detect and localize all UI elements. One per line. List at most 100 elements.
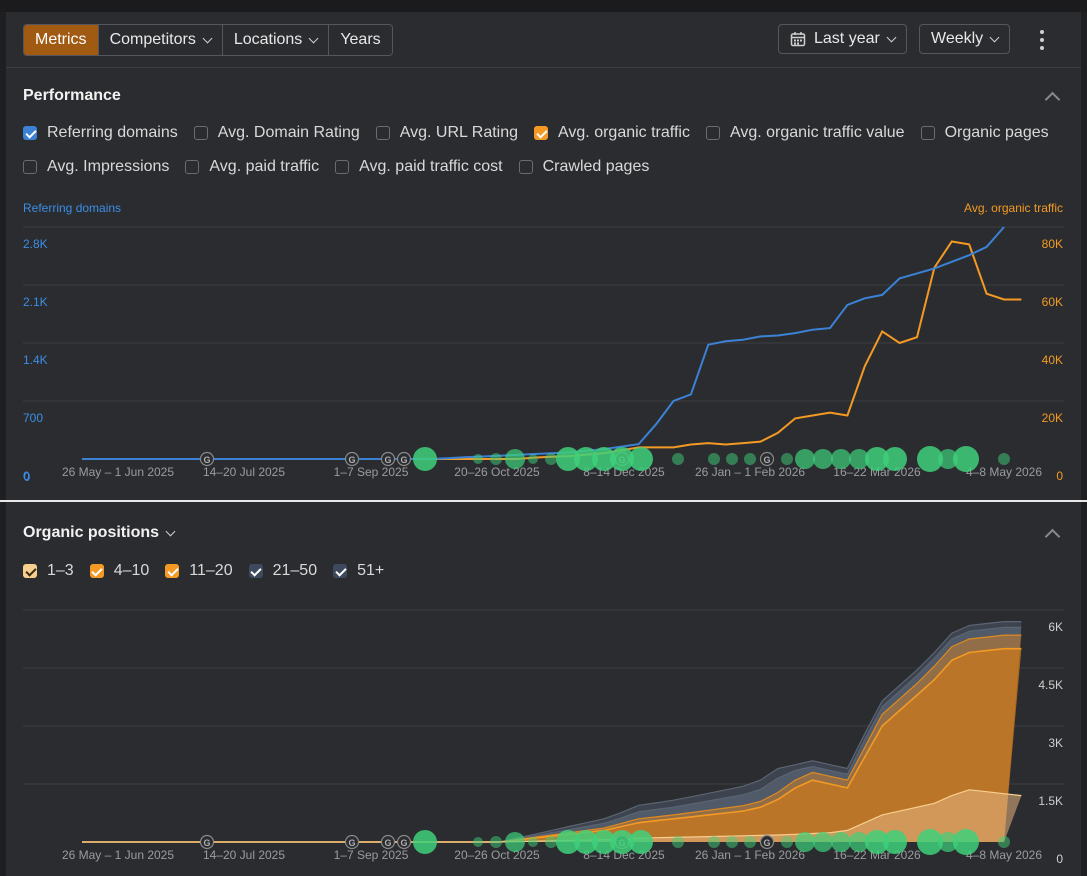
event-bubble <box>610 830 634 854</box>
tab-label: Metrics <box>35 31 87 48</box>
checkbox-checked-icon <box>333 564 348 578</box>
annotation-marker-icon <box>380 834 396 850</box>
event-bubble <box>726 453 738 465</box>
checkbox-avg-organic-traffic-value[interactable]: Avg. organic traffic value <box>705 124 905 142</box>
tab-locations[interactable]: Locations <box>223 25 330 55</box>
checkbox-unchecked-icon <box>185 160 200 174</box>
tab-metrics[interactable]: Metrics <box>24 25 99 55</box>
checkbox-avg-impressions[interactable]: Avg. Impressions <box>23 158 169 176</box>
tab-competitors[interactable]: Competitors <box>99 25 223 55</box>
checkbox-label: Avg. URL Rating <box>399 124 519 141</box>
checkbox-checked-icon <box>165 564 180 578</box>
annotation-marker-label: G <box>203 838 210 848</box>
checkbox-label: Avg. Domain Rating <box>217 124 360 141</box>
event-bubble <box>574 830 598 854</box>
annotation-marker-label: G <box>203 455 210 465</box>
event-bubble <box>505 449 525 469</box>
checkbox-21-50[interactable]: 21–50 <box>248 562 317 580</box>
event-bubble <box>592 447 616 471</box>
event-bubble <box>917 446 943 472</box>
right-tick-label: 60K <box>1042 295 1063 309</box>
x-tick-label: 1–7 Sep 2025 <box>334 465 409 479</box>
checkbox-checked-icon <box>23 564 37 578</box>
series-line-referring-domains <box>82 226 1005 460</box>
event-bubble <box>545 453 557 465</box>
event-bubble <box>795 832 815 852</box>
event-bubble <box>938 449 958 469</box>
event-bubble <box>490 453 502 465</box>
event-bubble <box>672 453 684 465</box>
x-tick-label: 4–8 May 2026 <box>966 848 1042 862</box>
checkbox-1-3[interactable]: 1–3 <box>23 562 74 580</box>
interval-dropdown[interactable]: Weekly <box>919 24 1011 54</box>
event-bubble <box>528 454 538 464</box>
checkbox-avg-paid-traffic[interactable]: Avg. paid traffic <box>185 158 319 176</box>
interval-label: Weekly <box>931 30 984 47</box>
left-tick-label: 2.8K <box>23 237 48 251</box>
right-tick-label: 40K <box>1042 353 1063 367</box>
checkbox-checked-icon <box>23 126 37 140</box>
series-line-avg-organic-traffic <box>82 240 1022 460</box>
event-bubble <box>917 829 943 855</box>
annotation-marker-label: G <box>384 455 391 465</box>
event-bubble <box>592 830 616 854</box>
checkbox-unchecked-icon <box>920 126 935 140</box>
x-tick-label: 20–26 Oct 2025 <box>454 465 540 479</box>
x-tick-label: 14–20 Jul 2025 <box>203 465 285 479</box>
event-bubble <box>744 453 756 465</box>
period-dropdown[interactable]: Last year <box>778 24 907 54</box>
checkbox-11-20[interactable]: 11–20 <box>165 562 233 580</box>
event-bubble <box>574 447 598 471</box>
checkbox-avg-url-rating[interactable]: Avg. URL Rating <box>375 124 519 142</box>
checkbox-label: Organic pages <box>944 124 1049 141</box>
annotation-marker-label: G <box>763 838 770 848</box>
event-bubble <box>473 454 483 464</box>
event-bubble <box>998 836 1010 848</box>
event-bubble <box>708 453 720 465</box>
event-bubble <box>953 446 979 472</box>
checkbox-avg-domain-rating[interactable]: Avg. Domain Rating <box>193 124 360 142</box>
event-bubble <box>938 832 958 852</box>
event-bubble <box>883 447 907 471</box>
annotation-marker-icon <box>759 451 775 467</box>
left-tick-label: 1.4K <box>23 353 48 367</box>
checkbox-checked-icon <box>248 564 263 578</box>
checkbox-unchecked-icon <box>335 160 350 174</box>
checkbox-avg-paid-traffic-cost[interactable]: Avg. paid traffic cost <box>335 158 503 176</box>
checkbox-unchecked-icon <box>705 126 720 140</box>
checkbox-4-10[interactable]: 4–10 <box>89 562 149 580</box>
event-bubble <box>781 836 793 848</box>
checkbox-referring-domains[interactable]: Referring domains <box>23 124 178 142</box>
x-tick-label: 26 Jan – 1 Feb 2026 <box>695 465 805 479</box>
checkbox-organic-pages[interactable]: Organic pages <box>920 124 1049 142</box>
checkbox-label: Avg. organic traffic <box>558 124 690 141</box>
annotation-marker-icon <box>380 451 396 467</box>
organic-positions-title: Organic positions <box>23 524 160 541</box>
organic-positions-dropdown[interactable]: Organic positions <box>23 524 176 542</box>
checkbox-51[interactable]: 51+ <box>333 562 384 580</box>
annotation-marker-icon <box>199 451 215 467</box>
checkbox-avg-organic-traffic[interactable]: Avg. organic traffic <box>534 124 690 142</box>
more-vertical-icon[interactable] <box>1034 30 1050 50</box>
checkbox-label: Referring domains <box>47 124 178 141</box>
organic-tick-label: 4.5K <box>1038 678 1063 692</box>
event-bubble <box>413 447 437 471</box>
event-bubble <box>528 837 538 847</box>
right-axis-title: Avg. organic traffic <box>964 201 1063 215</box>
annotation-marker-icon <box>759 834 775 850</box>
event-bubble <box>795 449 815 469</box>
organic-tick-label: 0 <box>1056 852 1063 866</box>
tab-years[interactable]: Years <box>329 25 391 55</box>
event-bubble <box>831 449 851 469</box>
x-tick-label: 1–7 Sep 2025 <box>334 848 409 862</box>
checkbox-unchecked-icon <box>375 126 390 140</box>
event-bubble <box>505 832 525 852</box>
organic-tick-label: 6K <box>1048 620 1063 634</box>
annotation-marker-label: G <box>348 838 355 848</box>
event-bubble <box>708 836 720 848</box>
annotation-marker-label: G <box>400 455 407 465</box>
event-bubble <box>413 830 437 854</box>
checkbox-unchecked-icon <box>23 160 37 174</box>
annotation-marker-icon <box>344 451 360 467</box>
checkbox-crawled-pages[interactable]: Crawled pages <box>518 158 649 176</box>
